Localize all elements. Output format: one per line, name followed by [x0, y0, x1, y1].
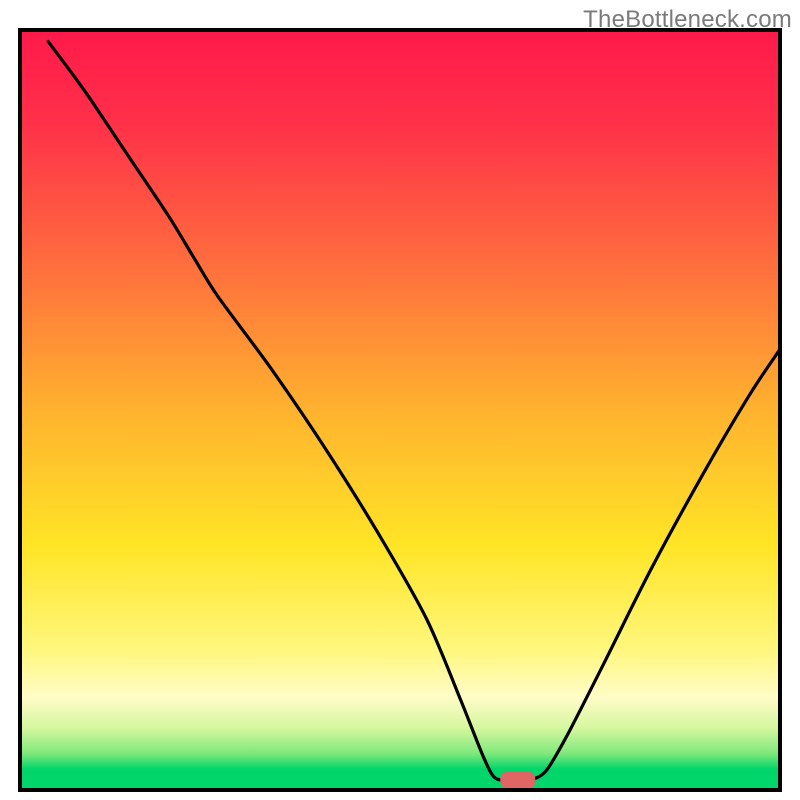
- minimum-marker: [500, 772, 535, 789]
- watermark-text: TheBottleneck.com: [583, 6, 792, 34]
- bottleneck-chart: TheBottleneck.com: [0, 0, 800, 800]
- gradient-background: [22, 32, 778, 788]
- chart-svg: [0, 0, 800, 800]
